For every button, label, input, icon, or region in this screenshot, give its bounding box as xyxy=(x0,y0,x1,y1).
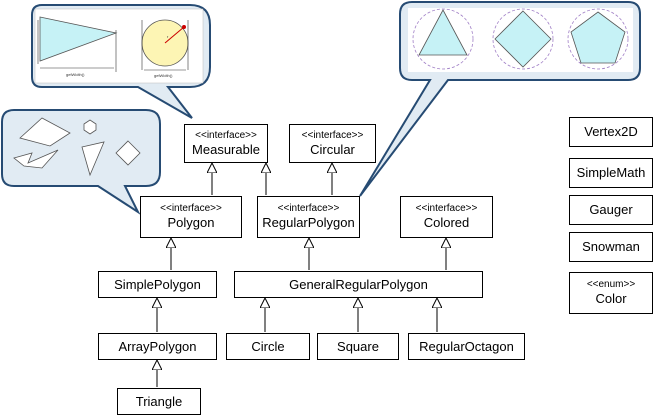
class-square[interactable]: Square xyxy=(317,333,399,360)
colored-stereotype: <<interface>> xyxy=(415,203,478,214)
color-name: Color xyxy=(595,291,627,306)
class-array-polygon[interactable]: ArrayPolygon xyxy=(98,333,217,360)
regular-polygon-stereotype: <<interface>> xyxy=(277,203,340,214)
measurable-stereotype: <<interface>> xyxy=(195,129,257,141)
regular-octagon-name: RegularOctagon xyxy=(419,338,514,354)
class-vertex2d[interactable]: Vertex2D xyxy=(569,117,653,147)
triangle-measure-icon xyxy=(39,16,118,62)
width-label-circle: getWidth() xyxy=(154,73,173,78)
vertex2d-name: Vertex2D xyxy=(584,124,638,139)
general-regular-polygon-name: GeneralRegularPolygon xyxy=(289,276,428,292)
class-regular-polygon[interactable]: <<interface>> RegularPolygon xyxy=(257,196,360,238)
regular-triangle-icon xyxy=(418,9,468,56)
polygon-name: Polygon xyxy=(167,215,215,230)
regular-pentagon-icon xyxy=(570,11,626,64)
class-simple-polygon[interactable]: SimplePolygon xyxy=(98,271,217,298)
class-regular-octagon[interactable]: RegularOctagon xyxy=(408,333,525,360)
callout-bubble-polygons xyxy=(1,109,161,215)
simple-polygon-name: SimplePolygon xyxy=(114,276,201,292)
zigzag-polygon-icon xyxy=(13,149,59,169)
width-label-triangle: getWidth() xyxy=(66,72,85,77)
class-polygon[interactable]: <<interface>> Polygon xyxy=(140,196,242,238)
polygon-stereotype: <<interface>> xyxy=(160,203,222,214)
callout-bubble-regular-polygons xyxy=(359,1,641,197)
class-colored[interactable]: <<interface>> Colored xyxy=(400,196,493,238)
radius-label: r xyxy=(167,34,169,39)
enum-color[interactable]: <<enum>> Color xyxy=(569,272,653,314)
circle-name: Circle xyxy=(251,338,285,354)
inheritance-edges xyxy=(157,163,446,387)
thin-triangle-icon xyxy=(81,141,105,177)
class-general-regular-polygon[interactable]: GeneralRegularPolygon xyxy=(234,271,483,298)
hexagon-icon xyxy=(83,119,97,135)
measurable-name: Measurable xyxy=(192,141,260,157)
irregular-polygon-icon xyxy=(19,117,71,147)
class-gauger[interactable]: Gauger xyxy=(569,195,653,225)
simple-math-name: SimpleMath xyxy=(576,165,646,180)
class-snowman[interactable]: Snowman xyxy=(569,232,653,262)
regular-square-icon xyxy=(494,10,552,68)
circular-name: Circular xyxy=(310,141,355,157)
class-triangle[interactable]: Triangle xyxy=(117,388,201,415)
square-name: Square xyxy=(337,338,379,354)
snowman-name: Snowman xyxy=(582,239,640,254)
callout-bubble-measurable: getWidth() r getWidth() xyxy=(31,4,211,119)
array-polygon-name: ArrayPolygon xyxy=(118,338,197,354)
circular-stereotype: <<interface>> xyxy=(301,129,364,141)
regular-polygon-name: RegularPolygon xyxy=(262,215,355,230)
class-simple-math[interactable]: SimpleMath xyxy=(569,158,653,188)
gauger-name: Gauger xyxy=(589,202,633,217)
class-circular[interactable]: <<interface>> Circular xyxy=(289,124,376,163)
color-stereotype: <<enum>> xyxy=(586,279,636,290)
class-circle[interactable]: Circle xyxy=(226,333,310,360)
colored-name: Colored xyxy=(423,215,470,230)
class-measurable[interactable]: <<interface>> Measurable xyxy=(184,124,268,163)
triangle-name: Triangle xyxy=(135,393,183,409)
diamond-icon xyxy=(115,140,141,166)
